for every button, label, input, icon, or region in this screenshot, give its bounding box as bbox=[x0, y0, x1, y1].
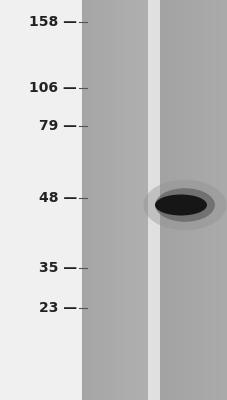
Text: 23 —: 23 — bbox=[39, 301, 77, 315]
Text: 48 —: 48 — bbox=[39, 191, 77, 205]
Ellipse shape bbox=[143, 180, 226, 230]
Text: 79 —: 79 — bbox=[39, 119, 77, 133]
Ellipse shape bbox=[154, 188, 214, 222]
Text: 35 —: 35 — bbox=[39, 261, 77, 275]
Text: 106 —: 106 — bbox=[29, 81, 77, 95]
Ellipse shape bbox=[154, 194, 206, 216]
Bar bbox=[147, 0, 159, 400]
Text: 158 —: 158 — bbox=[29, 15, 77, 29]
